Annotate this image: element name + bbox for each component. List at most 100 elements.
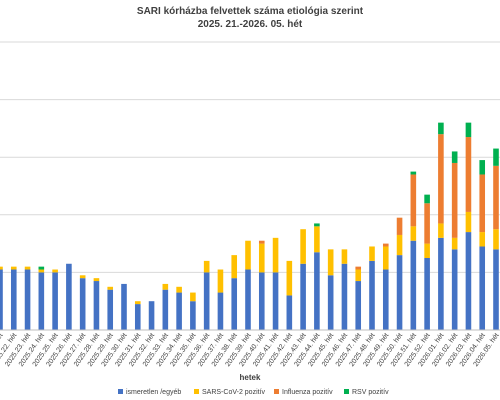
bar-segment: [176, 286, 182, 293]
bar-segment: [38, 272, 45, 330]
legend: ismeretlen /egyéb SARS-CoV-2 pozitív Influ…: [118, 389, 389, 396]
bar-segment: [451, 151, 458, 163]
bar-segment: [493, 249, 499, 330]
bar-segment: [451, 237, 458, 250]
bar-segment: [258, 243, 265, 273]
bar-segment: [134, 304, 141, 330]
bar-segment: [258, 272, 265, 330]
legend-item: RSV pozitív: [344, 389, 389, 396]
bar-segment: [341, 249, 348, 264]
bar-segment: [410, 240, 417, 330]
bar-segment: [341, 263, 348, 330]
bar-segment: [217, 292, 224, 330]
bar-segment: [176, 292, 182, 330]
bar-segment: [355, 281, 362, 330]
bar-segment: [424, 258, 430, 330]
bar-segment: [314, 223, 320, 227]
bar-segment: [438, 237, 444, 330]
legend-item: ismeretlen /egyéb: [118, 389, 181, 396]
bar-segment: [0, 266, 3, 270]
bar-segment: [38, 266, 45, 270]
bar-segment: [190, 292, 196, 302]
bar-segment: [203, 260, 210, 273]
bar-segment: [493, 148, 499, 166]
bar-segment: [493, 229, 499, 250]
bar-segment: [438, 122, 444, 135]
bar-segment: [493, 165, 499, 230]
bar-segment: [162, 289, 169, 330]
bar-segment: [24, 266, 31, 270]
bar-segment: [258, 240, 265, 244]
gridlines: [0, 41, 500, 273]
bar-segment: [38, 269, 45, 273]
bar-segment: [451, 249, 458, 330]
bar-segment: [107, 289, 114, 330]
bar-segment: [286, 260, 293, 296]
bar-segment: [355, 266, 362, 270]
bar-segment: [231, 255, 238, 279]
bar-segment: [286, 295, 293, 330]
bar-segment: [245, 269, 251, 330]
bar-segment: [314, 226, 320, 253]
bar-segment: [52, 269, 58, 273]
bar-segment: [52, 272, 58, 330]
bar-segment: [79, 275, 86, 279]
bar-segment: [396, 234, 403, 256]
bar-segment: [272, 237, 279, 273]
bar-segment: [465, 122, 472, 138]
bar-segment: [438, 223, 444, 238]
bar-segment: [424, 243, 430, 258]
legend-label: RSV pozitív: [352, 389, 389, 396]
bar-segment: [424, 194, 430, 204]
bar-segment: [355, 269, 362, 282]
x-axis-label: hetek: [240, 373, 261, 382]
bar-segment: [93, 278, 100, 282]
bars: [0, 122, 499, 330]
bar-segment: [245, 240, 251, 270]
bar-segment: [0, 269, 3, 330]
bar-segment: [66, 263, 72, 330]
bar-segment: [382, 269, 389, 330]
bar-segment: [79, 278, 86, 330]
bar-segment: [382, 243, 389, 247]
legend-item: Influenza pozitív: [274, 389, 333, 396]
bar-segment: [369, 260, 375, 330]
bar-segment: [300, 263, 306, 330]
legend-swatch: [194, 389, 199, 394]
bar-segment: [424, 203, 430, 244]
bar-segment: [107, 286, 114, 290]
bar-segment: [410, 226, 417, 241]
bar-segment: [190, 301, 196, 330]
bar-segment: [465, 211, 472, 233]
bar-segment: [479, 160, 486, 175]
legend-item: SARS-CoV-2 pozitív: [194, 389, 266, 396]
bar-segment: [272, 272, 279, 330]
bar-segment: [231, 278, 238, 330]
legend-label: SARS-CoV-2 pozitív: [202, 389, 266, 396]
bar-segment: [369, 246, 375, 261]
bar-segment: [438, 134, 444, 224]
bar-segment: [396, 255, 403, 330]
bar-segment: [396, 217, 403, 235]
bar-segment: [327, 275, 334, 330]
legend-swatch: [344, 389, 349, 394]
bar-segment: [479, 174, 486, 233]
bar-segment: [314, 252, 320, 330]
bar-segment: [382, 246, 389, 270]
legend-label: Influenza pozitív: [282, 389, 333, 396]
bar-segment: [121, 283, 127, 330]
chart-title: SARI kórházba felvettek száma etiológia …: [137, 6, 364, 17]
bar-segment: [93, 281, 100, 330]
bar-segment: [451, 162, 458, 238]
bar-segment: [465, 137, 472, 212]
bar-segment: [465, 232, 472, 330]
bar-segment: [410, 174, 417, 227]
bar-segment: [479, 232, 486, 247]
bar-segment: [327, 249, 334, 276]
bar-segment: [24, 269, 31, 330]
bar-segment: [134, 301, 141, 305]
bar-segment: [479, 246, 486, 330]
legend-label: ismeretlen /egyéb: [126, 389, 181, 396]
bar-segment: [10, 269, 17, 330]
